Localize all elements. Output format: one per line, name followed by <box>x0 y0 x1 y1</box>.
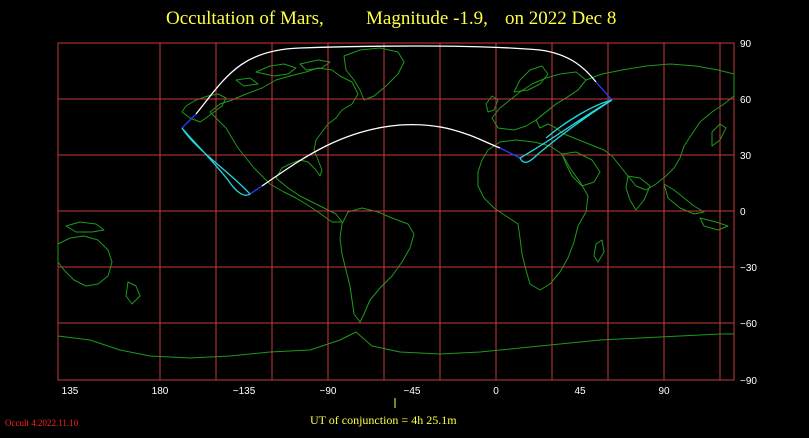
coastline-south-america <box>339 207 415 323</box>
southern-limit-line <box>261 123 501 187</box>
lat-lon-grid <box>58 43 734 380</box>
coastline-arctic-islands <box>235 59 331 87</box>
lat-tick-label: −30 <box>740 263 757 274</box>
lon-tick-label: 180 <box>152 386 169 397</box>
coastline-antarctica <box>57 331 734 359</box>
coastline-europe <box>491 71 587 131</box>
longitude-axis: 135 180 −135 −90 −45 0 45 90 <box>62 386 670 397</box>
lon-tick-label: 135 <box>62 386 79 397</box>
lon-tick-label: 45 <box>574 386 586 397</box>
conjunction-time: UT of conjunction = 4h 25.1m <box>310 413 457 427</box>
latitude-axis: 90 60 30 0 −30 −60 −90 <box>740 39 757 387</box>
lon-tick-label: −45 <box>404 386 421 397</box>
occult-version: Occult 4.2022.11.10 <box>5 418 79 428</box>
eastern-twilight-loop <box>519 99 613 164</box>
lon-tick-label: 0 <box>493 386 499 397</box>
title-magnitude: Magnitude -1.9, <box>366 8 488 29</box>
world-map <box>57 42 735 381</box>
lat-tick-label: 0 <box>740 207 746 218</box>
lat-tick-label: 30 <box>740 151 752 162</box>
northern-limit-daylight-west <box>181 113 197 129</box>
lon-tick-label: 90 <box>658 386 670 397</box>
southern-limit-daylight-west <box>249 185 263 195</box>
northern-limit-line <box>195 45 597 115</box>
title-date: on 2022 Dec 8 <box>505 8 616 29</box>
coastlines <box>57 47 735 359</box>
lat-tick-label: −90 <box>740 376 757 387</box>
lat-tick-label: 90 <box>740 39 752 50</box>
coastline-southeast-asia <box>663 183 729 231</box>
occultation-limits <box>181 45 613 196</box>
lon-tick-label: −135 <box>233 386 256 397</box>
coastline-india <box>625 175 651 211</box>
coastline-africa <box>477 139 589 291</box>
coastline-alaska <box>181 93 227 123</box>
lat-tick-label: 60 <box>740 95 752 106</box>
coastline-new-zealand <box>125 281 141 305</box>
coastline-madagascar <box>593 239 605 263</box>
southern-limit-daylight-east <box>499 147 521 159</box>
lon-tick-label: −90 <box>320 386 337 397</box>
lat-tick-label: −60 <box>740 319 757 330</box>
western-twilight-loop <box>181 127 251 196</box>
coastline-scandinavia <box>513 65 549 93</box>
coastline-new-guinea <box>65 221 105 233</box>
northern-limit-daylight-east <box>595 81 613 101</box>
title-event: Occultation of Mars, <box>166 8 324 29</box>
coastline-greenland <box>343 47 405 101</box>
coastline-japan <box>711 123 727 147</box>
coastline-asia <box>535 63 735 191</box>
coastline-australia <box>57 235 113 287</box>
